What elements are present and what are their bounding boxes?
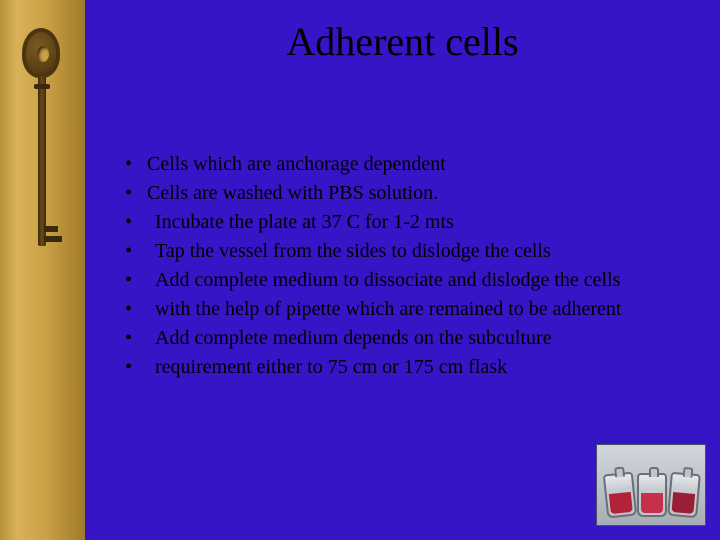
- bullet-text: Tap the vessel from the sides to dislodg…: [147, 237, 551, 266]
- list-item: Incubate the plate at 37 C for 1-2 mts: [125, 208, 685, 237]
- flask-icon: [637, 473, 667, 517]
- list-item: requirement either to 75 cm or 175 cm fl…: [125, 353, 685, 382]
- key-icon: [22, 28, 62, 278]
- sidebar-decoration: [0, 0, 85, 540]
- list-item: Tap the vessel from the sides to dislodg…: [125, 237, 685, 266]
- bullet-text: Incubate the plate at 37 C for 1-2 mts: [147, 208, 454, 237]
- flask-icon: [603, 472, 637, 519]
- bullet-text: Cells which are anchorage dependent: [147, 153, 446, 175]
- flask-icon: [667, 472, 701, 518]
- flasks-image: [596, 444, 706, 526]
- bullet-text: Cells are washed with PBS solution.: [147, 182, 438, 204]
- slide-body: Adherent cells Cells which are anchorage…: [85, 0, 720, 540]
- list-item: Add complete medium depends on the subcu…: [125, 324, 685, 353]
- list-item: with the help of pipette which are remai…: [125, 295, 685, 324]
- bullet-list: Cells which are anchorage dependent Cell…: [125, 150, 685, 382]
- bullet-text: Add complete medium to dissociate and di…: [147, 266, 620, 295]
- bullet-text: with the help of pipette which are remai…: [147, 295, 621, 324]
- list-item: Add complete medium to dissociate and di…: [125, 266, 685, 295]
- slide: Adherent cells Cells which are anchorage…: [0, 0, 720, 540]
- slide-title: Adherent cells: [85, 0, 720, 65]
- list-item: Cells which are anchorage dependent: [125, 150, 685, 179]
- bullet-text: Add complete medium depends on the subcu…: [147, 324, 552, 353]
- bullet-text: requirement either to 75 cm or 175 cm fl…: [147, 353, 507, 382]
- list-item: Cells are washed with PBS solution.: [125, 179, 685, 208]
